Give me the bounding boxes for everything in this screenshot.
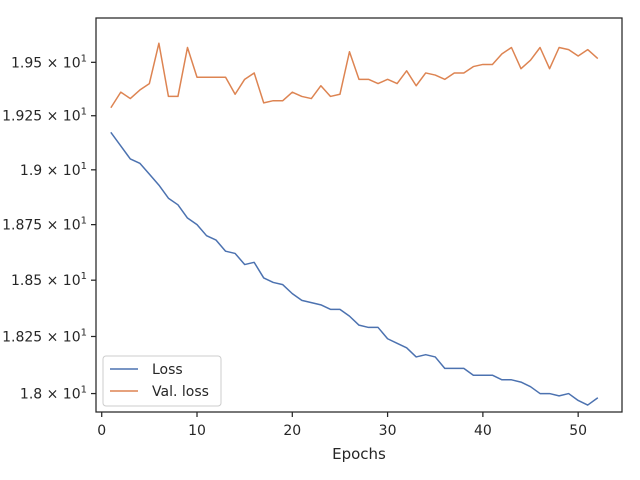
x-tick-label: 10 — [188, 423, 206, 439]
x-tick-label: 0 — [97, 423, 106, 439]
x-tick-label: 40 — [474, 423, 492, 439]
y-tick-label: 1.875 × 101 — [2, 216, 87, 234]
plot-background — [96, 18, 622, 412]
x-tick-label: 50 — [569, 423, 587, 439]
plot-frame — [95, 17, 623, 413]
series-layer — [110, 42, 599, 406]
x-axis-label: Epochs — [332, 445, 386, 463]
y-tick-label: 1.925 × 101 — [2, 107, 87, 125]
y-tick-label: 1.85 × 101 — [11, 271, 87, 289]
y-tick-label: 1.825 × 101 — [2, 327, 87, 345]
legend-label-2: Val. loss — [152, 384, 209, 400]
x-tick-label: 30 — [379, 423, 397, 439]
legend-label-1: Loss — [152, 362, 183, 378]
legend: Loss Val. loss — [102, 355, 222, 407]
y-tick-label: 1.9 × 101 — [20, 161, 87, 179]
y-axis: 1.8 × 101 1.825 × 101 1.85 × 101 1.875 × 10… — [2, 53, 96, 403]
y-tick-label: 1.8 × 101 — [20, 385, 87, 403]
x-tick-label: 20 — [283, 423, 301, 439]
series-line-1 — [110, 131, 599, 406]
series-line-2 — [110, 42, 599, 109]
x-axis: 0 10 20 30 40 50 — [97, 412, 587, 439]
y-tick-label: 1.95 × 101 — [11, 53, 87, 71]
